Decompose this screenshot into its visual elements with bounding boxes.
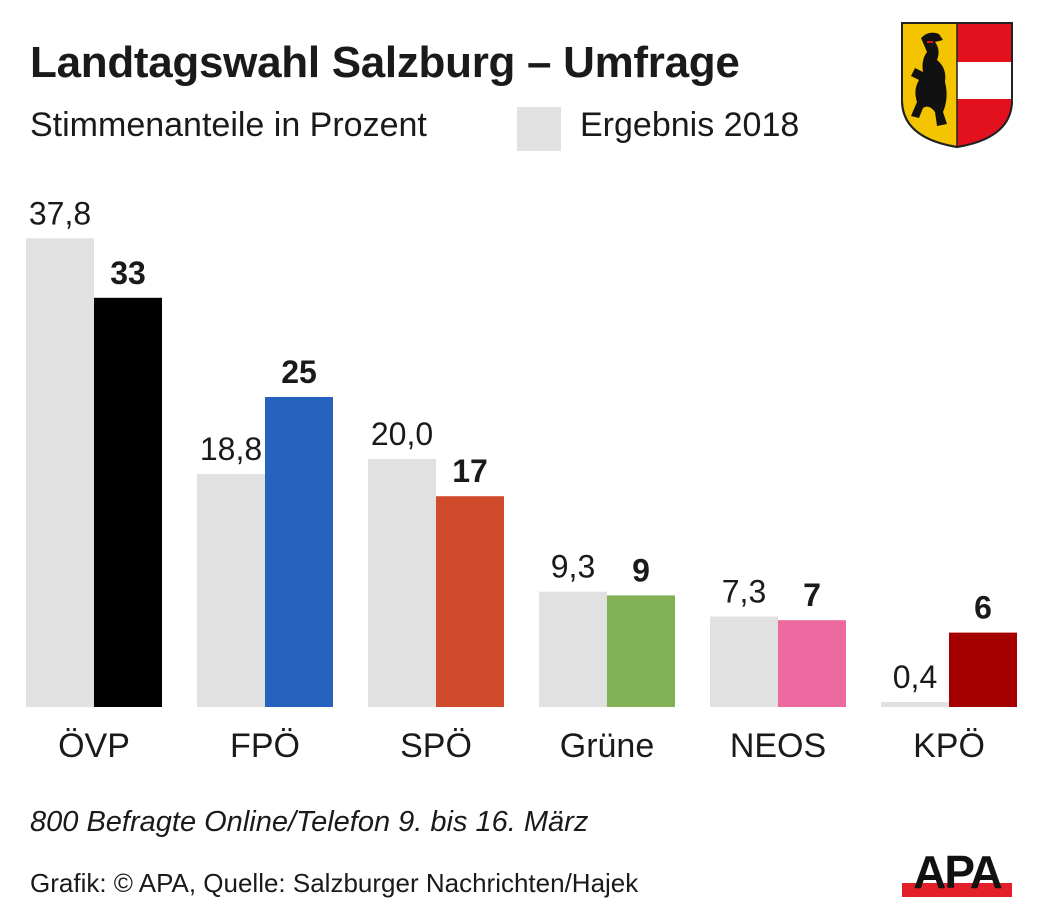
legend-label-2018: Ergebnis 2018	[580, 106, 800, 144]
data-label-poll: 7	[803, 577, 821, 613]
chart-title: Landtagswahl Salzburg – Umfrage	[30, 38, 740, 87]
data-label-2018: 9,3	[551, 549, 595, 585]
category-label: KPÖ	[913, 727, 985, 765]
bar-poll	[778, 620, 846, 707]
apa-logo-text: APA	[913, 850, 1001, 898]
source-credit: Grafik: © APA, Quelle: Salzburger Nachri…	[30, 868, 639, 898]
bar-poll	[94, 297, 162, 707]
data-label-poll: 33	[110, 255, 146, 291]
category-label: NEOS	[730, 727, 826, 765]
bar-chart: 37,8 33 ÖVP 18,8 25 FPÖ 20,0 17 SPÖ 9,3 9 Grüne 7,3 7…	[26, 195, 1017, 765]
data-label-poll: 17	[452, 453, 488, 489]
category-label: ÖVP	[58, 727, 130, 765]
legend-swatch-2018	[517, 107, 561, 151]
data-label-2018: 0,4	[893, 659, 937, 695]
bar-2018	[368, 459, 436, 707]
data-label-poll: 9	[632, 552, 650, 588]
data-label-poll: 25	[281, 354, 317, 390]
data-label-2018: 7,3	[722, 573, 766, 609]
data-label-poll: 6	[974, 590, 992, 626]
bar-poll	[436, 496, 504, 707]
apa-logo-bar	[902, 883, 1012, 897]
bar-2018	[539, 591, 607, 707]
data-label-2018: 20,0	[371, 416, 433, 452]
category-label: Grüne	[560, 727, 655, 765]
bar-2018	[197, 473, 265, 707]
bar-poll	[949, 632, 1017, 707]
apa-logo: APA	[902, 850, 1012, 898]
data-label-2018: 37,8	[29, 195, 91, 231]
category-label: FPÖ	[230, 727, 300, 765]
bar-2018	[710, 616, 778, 707]
chart-subtitle: Stimmenanteile in Prozent	[30, 106, 427, 144]
bar-poll	[607, 595, 675, 707]
category-label: SPÖ	[400, 727, 472, 765]
salzburg-coat-of-arms-icon	[901, 22, 1013, 149]
survey-note: 800 Befragte Online/Telefon 9. bis 16. M…	[30, 806, 589, 838]
bar-2018	[26, 238, 94, 707]
bar-2018	[881, 702, 949, 707]
data-label-2018: 18,8	[200, 431, 262, 467]
bar-poll	[265, 397, 333, 707]
